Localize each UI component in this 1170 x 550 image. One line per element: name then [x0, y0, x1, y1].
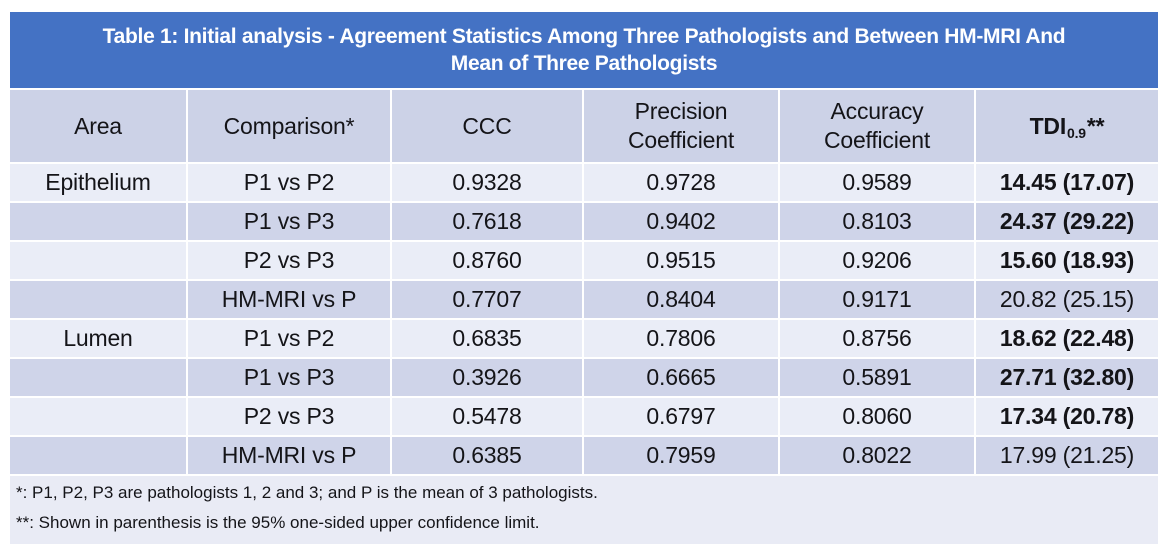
ccc-cell: 0.7707 [392, 281, 582, 318]
tdi-cell: 27.71 (32.80) [976, 359, 1158, 396]
area-cell [10, 203, 186, 240]
accuracy-cell: 0.5891 [780, 359, 974, 396]
precision-cell: 0.9515 [584, 242, 778, 279]
column-header-comparison: Comparison* [188, 90, 390, 162]
agreement-statistics-table: Table 1: Initial analysis - Agreement St… [10, 12, 1158, 544]
accuracy-cell: 0.8756 [780, 320, 974, 357]
accuracy-cell: 0.9171 [780, 281, 974, 318]
comparison-cell: P1 vs P3 [188, 203, 390, 240]
precision-cell: 0.7959 [584, 437, 778, 474]
precision-cell: 0.9728 [584, 164, 778, 201]
tdi-cell: 15.60 (18.93) [976, 242, 1158, 279]
area-cell [10, 281, 186, 318]
column-header-accuracy-line1: Accuracy [830, 98, 924, 124]
accuracy-cell: 0.8103 [780, 203, 974, 240]
area-cell: Lumen [10, 320, 186, 357]
comparison-cell: P2 vs P3 [188, 398, 390, 435]
ccc-cell: 0.6385 [392, 437, 582, 474]
comparison-cell: HM-MRI vs P [188, 281, 390, 318]
tdi-cell: 17.99 (21.25) [976, 437, 1158, 474]
area-cell [10, 359, 186, 396]
column-header-area: Area [10, 90, 186, 162]
tdi-cell: 14.45 (17.07) [976, 164, 1158, 201]
area-cell [10, 242, 186, 279]
accuracy-cell: 0.9589 [780, 164, 974, 201]
column-header-accuracy: Accuracy Coefficient [780, 90, 974, 162]
footnote-pathologists: *: P1, P2, P3 are pathologists 1, 2 and … [16, 483, 598, 502]
column-header-ccc: CCC [392, 90, 582, 162]
precision-cell: 0.6665 [584, 359, 778, 396]
column-header-tdi: TDI 0.9 ** [976, 90, 1158, 162]
tdi-subscript: 0.9 [1067, 124, 1086, 141]
comparison-cell: P2 vs P3 [188, 242, 390, 279]
tdi-cell: 17.34 (20.78) [976, 398, 1158, 435]
accuracy-cell: 0.8060 [780, 398, 974, 435]
tdi-cell: 18.62 (22.48) [976, 320, 1158, 357]
ccc-cell: 0.7618 [392, 203, 582, 240]
precision-cell: 0.6797 [584, 398, 778, 435]
ccc-cell: 0.9328 [392, 164, 582, 201]
footnotes: *: P1, P2, P3 are pathologists 1, 2 and … [10, 476, 1158, 544]
table-title-bar: Table 1: Initial analysis - Agreement St… [10, 12, 1158, 88]
table-title-line2: Mean of Three Pathologists [450, 52, 718, 75]
comparison-cell: HM-MRI vs P [188, 437, 390, 474]
area-cell [10, 437, 186, 474]
table-grid: Area Comparison* CCC Precision Coefficie… [10, 90, 1158, 474]
accuracy-cell: 0.9206 [780, 242, 974, 279]
column-header-precision: Precision Coefficient [584, 90, 778, 162]
table-title-line1: Table 1: Initial analysis - Agreement St… [102, 25, 1066, 48]
ccc-cell: 0.5478 [392, 398, 582, 435]
precision-cell: 0.8404 [584, 281, 778, 318]
footnote-confidence-limit: **: Shown in parenthesis is the 95% one-… [16, 513, 540, 532]
column-header-precision-line2: Coefficient [627, 127, 735, 153]
ccc-cell: 0.8760 [392, 242, 582, 279]
area-cell [10, 398, 186, 435]
precision-cell: 0.9402 [584, 203, 778, 240]
comparison-cell: P1 vs P2 [188, 320, 390, 357]
tdi-label: TDI [1029, 112, 1067, 139]
tdi-footnote-marker: ** [1086, 112, 1105, 139]
tdi-cell: 20.82 (25.15) [976, 281, 1158, 318]
column-header-accuracy-line2: Coefficient [823, 127, 931, 153]
comparison-cell: P1 vs P3 [188, 359, 390, 396]
precision-cell: 0.7806 [584, 320, 778, 357]
area-cell: Epithelium [10, 164, 186, 201]
comparison-cell: P1 vs P2 [188, 164, 390, 201]
ccc-cell: 0.3926 [392, 359, 582, 396]
accuracy-cell: 0.8022 [780, 437, 974, 474]
column-header-precision-line1: Precision [634, 98, 728, 124]
ccc-cell: 0.6835 [392, 320, 582, 357]
tdi-cell: 24.37 (29.22) [976, 203, 1158, 240]
